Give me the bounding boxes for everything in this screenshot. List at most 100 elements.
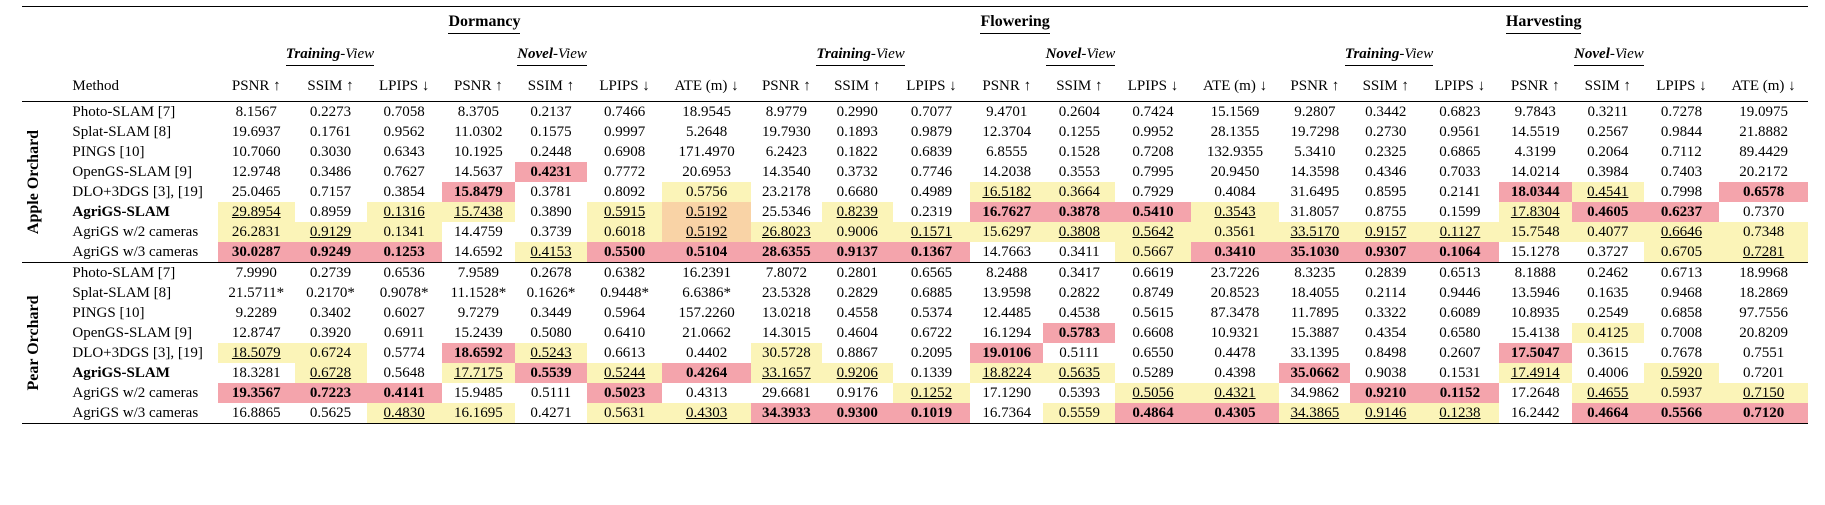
metric-cell: 0.2273	[309, 104, 352, 120]
table-row: AgriGS w/2 cameras 26.2831 0.9129 0.1341 14.…	[22, 222, 1808, 242]
metric-cell: 0.4141	[366, 383, 442, 403]
metric-cell: 0.5625	[309, 405, 352, 421]
metric-cell: 0.5783	[1043, 323, 1116, 343]
metric-cell: 10.7060	[231, 144, 281, 160]
metric-header: PSNR ↑	[982, 78, 1032, 94]
metric-header: ATE (m) ↓	[674, 78, 739, 94]
metric-cell: 0.6823	[1439, 104, 1481, 120]
metric-cell: 0.9038	[1365, 365, 1407, 381]
metric-header: SSIM ↑	[527, 78, 575, 94]
metric-cell: 0.5920	[1643, 363, 1720, 383]
metric-cell: 25.5346	[761, 204, 811, 220]
metric-cell: 14.3598	[1290, 164, 1340, 180]
metric-cell: 0.4125	[1571, 323, 1644, 343]
metric-cell: 0.3449	[530, 305, 572, 321]
table-row: OpenGS-SLAM [9] 12.9748 0.3486 0.7627 14.563…	[22, 162, 1808, 182]
metric-cell: 18.4055	[1290, 285, 1340, 301]
metric-cell: 0.5667	[1115, 242, 1191, 263]
metric-cell: 12.4485	[982, 305, 1032, 321]
metric-cell: 0.4604	[836, 325, 878, 341]
metric-cell: 97.7556	[1739, 305, 1788, 321]
metric-cell: 0.5566	[1643, 403, 1720, 424]
metric-cell: 0.3732	[836, 164, 878, 180]
method-column-header: Method	[72, 78, 120, 94]
metric-cell: 0.6646	[1643, 222, 1720, 242]
metric-cell: 11.7895	[1290, 305, 1339, 321]
metric-cell: 0.9006	[821, 222, 893, 242]
metric-cell: 8.2488	[986, 265, 1028, 281]
metric-cell: 18.2869	[1739, 285, 1788, 301]
metric-cell: 17.4914	[1498, 363, 1572, 383]
table-row: Apple Orchard Photo-SLAM [7] 8.1567 0.2273 0…	[22, 101, 1808, 234]
metric-cell: 20.9450	[1210, 164, 1260, 180]
metric-cell: 0.9157	[1350, 222, 1422, 242]
table-row: AgriGS w/2 cameras 19.3567 0.7223 0.4141 15.…	[22, 383, 1808, 403]
metric-cell: 9.4701	[986, 104, 1028, 120]
metric-cell: 0.3553	[1058, 164, 1100, 180]
metric-cell: 0.3410	[1190, 242, 1280, 263]
metric-cell: 0.1367	[892, 242, 971, 263]
metric-cell: 16.7627	[970, 202, 1044, 222]
metric-cell: 0.4989	[910, 184, 953, 200]
metric-cell: 0.6027	[383, 305, 425, 321]
metric-cell: 0.6608	[1132, 325, 1174, 341]
metric-cell: 8.9779	[765, 104, 807, 120]
metric-cell: 33.1395	[1290, 345, 1340, 361]
metric-cell: 0.5964	[603, 305, 646, 321]
metric-cell: 0.3543	[1190, 202, 1280, 222]
metric-cell: 0.2839	[1365, 265, 1407, 281]
metric-cell: 0.3322	[1365, 305, 1407, 321]
metric-cell: 0.3211	[1587, 104, 1629, 120]
metric-cell: 0.2739	[309, 265, 352, 281]
metric-cell: 0.7077	[910, 104, 953, 120]
metric-cell: 0.4478	[1214, 345, 1256, 361]
metric-cell: 0.6705	[1643, 242, 1720, 263]
metric-header: ATE (m) ↓	[1202, 78, 1268, 94]
metric-cell: 7.9990	[235, 265, 277, 281]
metric-cell: 14.3540	[761, 164, 811, 180]
metric-cell: 35.0662	[1279, 363, 1351, 383]
metric-cell: 20.6953	[682, 164, 731, 180]
novel-view-header: Novel-View	[1045, 43, 1116, 66]
method-name: PINGS [10]	[72, 144, 145, 160]
metric-header: PSNR ↑	[231, 78, 281, 94]
metric-cell: 0.6728	[294, 363, 367, 383]
metric-cell: 0.7278	[1660, 104, 1703, 120]
metric-cell: 19.0106	[970, 343, 1044, 363]
metric-cell: 18.8224	[970, 363, 1044, 383]
metric-cell: 0.5393	[1058, 385, 1100, 401]
metric-cell: 0.4541	[1571, 182, 1644, 202]
table-row: PINGS [10] 10.7060 0.3030 0.6343 10.1925 0.24…	[22, 142, 1808, 162]
metric-header: SSIM ↑	[1056, 78, 1103, 94]
metric-cell: 0.6343	[383, 144, 425, 160]
metric-cell: 0.9562	[383, 124, 425, 140]
metric-cell: 13.5946	[1510, 285, 1560, 301]
metric-cell: 30.5728	[750, 343, 822, 363]
metric-cell: 13.9598	[982, 285, 1032, 301]
results-table-container: Dormancy Flowering Harvesting Training-V…	[22, 6, 1808, 499]
metric-cell: 0.4271	[530, 405, 572, 421]
metric-cell: 16.1294	[982, 325, 1032, 341]
metric-cell: 20.8209	[1739, 325, 1788, 341]
metric-cell: 0.6680	[836, 184, 878, 200]
metric-cell: 0.1893	[836, 124, 878, 140]
metric-cell: 0.3615	[1587, 345, 1629, 361]
metric-cell: 19.0975	[1739, 104, 1788, 120]
metric-cell: 0.1152	[1421, 383, 1499, 403]
metric-cell: 0.4077	[1571, 222, 1644, 242]
metric-cell: 0.5192	[662, 202, 751, 222]
method-name: Photo-SLAM [7]	[72, 104, 176, 120]
metric-cell: 0.7348	[1719, 222, 1808, 242]
method-name: PINGS [10]	[72, 305, 145, 321]
metric-header: PSNR ↑	[761, 78, 811, 94]
metric-cell: 0.3561	[1190, 222, 1280, 242]
metric-header: LPIPS ↓	[906, 78, 957, 94]
group-dormancy: Dormancy	[448, 11, 521, 34]
metric-cell: 9.7279	[457, 305, 499, 321]
metric-cell: 0.4231	[514, 162, 587, 182]
metric-cell: 0.2567	[1587, 124, 1629, 140]
metric-cell: 0.4303	[662, 403, 751, 424]
metric-cell: 14.5519	[1510, 124, 1560, 140]
metric-cell: 0.3878	[1043, 202, 1116, 222]
metric-cell: 15.2439	[454, 325, 503, 341]
